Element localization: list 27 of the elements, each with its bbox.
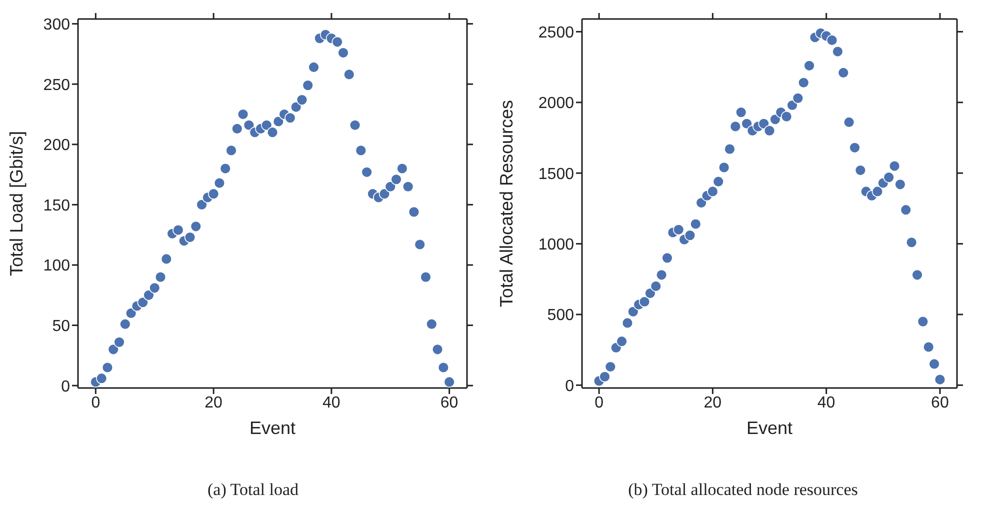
y-tick-label: 50: [52, 318, 70, 335]
x-tick-label: 40: [817, 394, 836, 412]
x-tick-label: 40: [322, 394, 340, 412]
y-tick-label: 2000: [538, 95, 574, 112]
y-tick-label: 100: [43, 258, 70, 275]
x-tick-label: 60: [440, 394, 458, 412]
x-axis-title: Event: [746, 418, 793, 438]
y-tick-label: 200: [43, 137, 70, 154]
y-axis-title: Total Load [Gbit/s]: [6, 130, 26, 276]
x-axis-title: Event: [249, 418, 296, 438]
y-tick-label: 150: [43, 197, 70, 214]
x-tick-label: 20: [204, 394, 223, 412]
y-tick-label: 300: [43, 16, 70, 34]
text: (a) Total load: [206, 480, 300, 500]
text: (b) Total allocated node resources: [627, 480, 859, 500]
y-tick-label: 2500: [538, 24, 574, 42]
x-tick-label: 20: [704, 394, 722, 412]
x-tick-label: 60: [931, 394, 949, 412]
y-tick-label: 1000: [538, 236, 574, 254]
y-tick-label: 1500: [538, 166, 574, 183]
x-tick-label: 0: [91, 394, 100, 412]
y-tick-label: 250: [43, 76, 70, 94]
y-tick-label: 500: [547, 307, 574, 324]
y-axis-title: Total Allocated Resources: [496, 100, 516, 308]
y-tick-label: 0: [61, 378, 70, 396]
y-tick-label: 0: [565, 378, 574, 395]
x-tick-label: 0: [594, 394, 604, 412]
